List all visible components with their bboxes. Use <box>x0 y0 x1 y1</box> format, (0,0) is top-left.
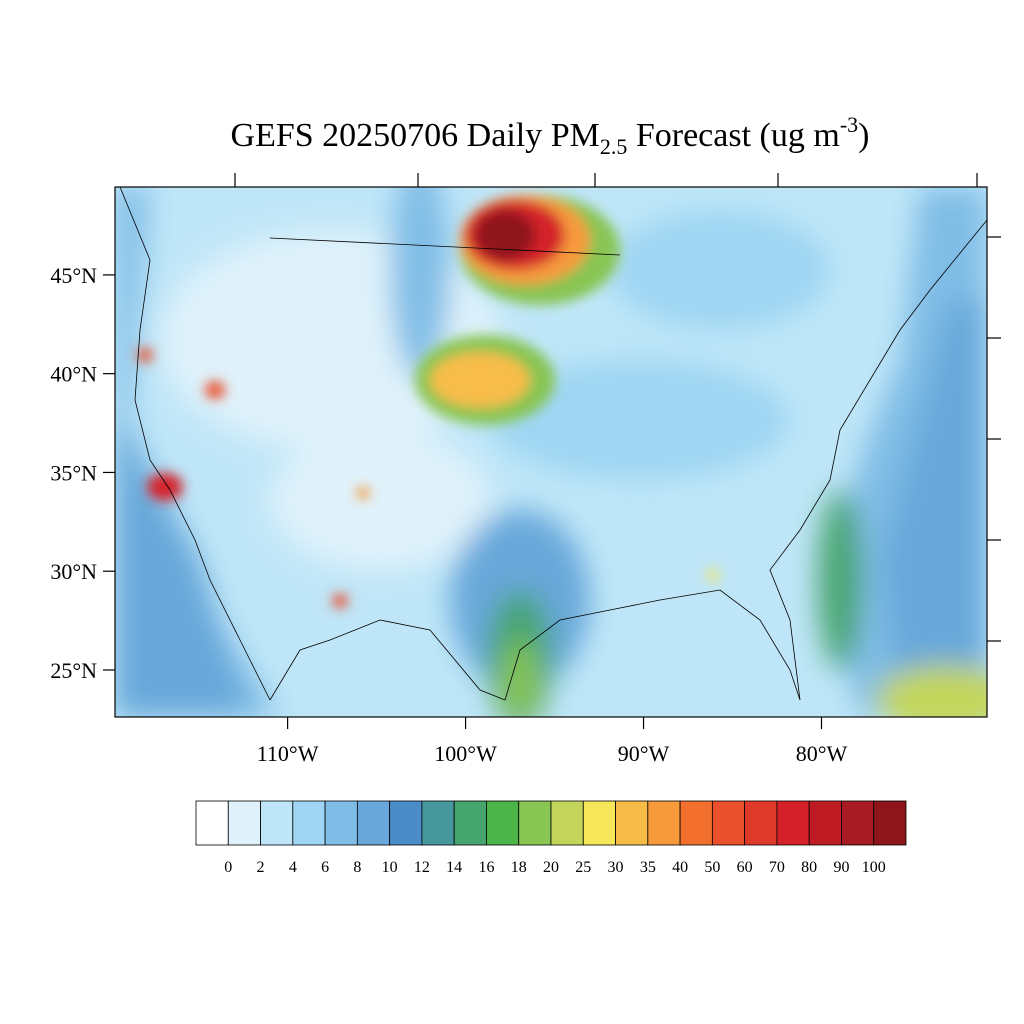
lat-tick-label: 25°N <box>50 658 97 683</box>
colorbar-label: 6 <box>321 859 329 876</box>
lat-tick-label: 40°N <box>50 362 97 387</box>
map-frame <box>114 186 988 718</box>
colorbar-box <box>873 800 907 846</box>
colorbar-box <box>711 800 746 846</box>
colorbar-label: 18 <box>511 859 527 876</box>
colorbar-box <box>421 800 455 846</box>
colorbar-label: 80 <box>801 859 817 876</box>
lat-tick-label: 35°N <box>50 460 97 485</box>
colorbar-box <box>550 800 584 846</box>
lon-tick-label: 100°W <box>434 741 497 766</box>
colorbar-box <box>518 800 552 846</box>
colorbar-box <box>324 800 358 846</box>
colorbar-box <box>195 800 229 846</box>
colorbar-label: 25 <box>575 859 591 876</box>
colorbar-label: 35 <box>640 859 656 876</box>
lat-tick-label: 45°N <box>50 263 97 288</box>
colorbar-label: 8 <box>353 859 361 876</box>
colorbar-box <box>453 800 487 846</box>
concentration-field <box>115 187 987 717</box>
colorbar-label: 90 <box>833 859 849 876</box>
lon-tick-label: 80°W <box>796 741 848 766</box>
colorbar-label: 20 <box>543 859 559 876</box>
colorbar-label: 70 <box>769 859 785 876</box>
frame-ticks <box>234 173 1001 642</box>
colorbar-label: 4 <box>289 859 297 876</box>
colorbar-box <box>744 800 778 846</box>
colorbar-label: 30 <box>608 859 624 876</box>
colorbar-box <box>841 800 875 846</box>
colorbar-label: 14 <box>446 859 462 876</box>
colorbar-label: 2 <box>257 859 265 876</box>
colorbar-label: 16 <box>478 859 494 876</box>
colorbar-box <box>582 800 616 846</box>
colorbar-label: 50 <box>704 859 720 876</box>
colorbar-label: 40 <box>672 859 688 876</box>
colorbar-label: 10 <box>382 859 398 876</box>
map-title: GEFS 20250706 Daily PM2.5 Forecast (ug m… <box>231 112 870 159</box>
colorbar-box <box>679 800 713 846</box>
colorbar-box <box>486 800 520 846</box>
colorbar-label: 0 <box>224 859 232 876</box>
colorbar-label: 100 <box>862 859 886 876</box>
colorbar-box <box>260 800 294 846</box>
colorbar-box <box>615 800 649 846</box>
colorbar-label: 60 <box>737 859 753 876</box>
colorbar-box <box>389 800 423 846</box>
colorbar-box <box>808 800 842 846</box>
lon-tick-label: 110°W <box>257 741 319 766</box>
lat-tick-label: 30°N <box>50 559 97 584</box>
colorbar-box <box>292 800 326 846</box>
title-text: GEFS 20250706 Daily PM <box>231 117 600 154</box>
title-superscript: -3 <box>840 112 858 137</box>
title-text: ) <box>858 117 869 154</box>
title-subscript: 2.5 <box>600 134 628 159</box>
title-text: Forecast (ug m <box>627 117 839 154</box>
colorbar-label: 12 <box>414 859 430 876</box>
colorbar-box <box>356 800 391 846</box>
colorbar-box <box>776 800 810 846</box>
lon-tick-label: 90°W <box>618 741 670 766</box>
colorbar-box <box>227 800 261 846</box>
colorbar-box <box>647 800 681 846</box>
